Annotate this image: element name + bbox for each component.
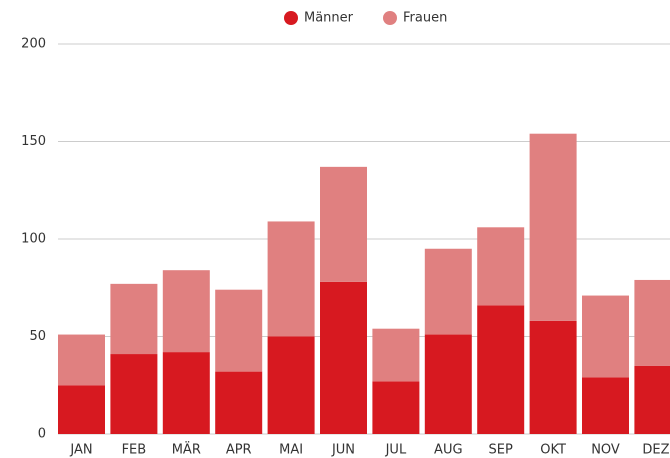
bar-segment [634,365,670,434]
bar-segment [267,336,315,434]
bar-segment [424,248,472,335]
bar-segment [320,166,367,282]
legend-label: Männer [304,11,354,26]
y-tick-label: 50 [29,329,46,344]
bar-segment [582,377,629,434]
x-tick-label: NOV [591,443,620,458]
x-tick-label: JAN [69,443,92,458]
bar-segment [477,305,525,434]
x-tick-label: APR [226,443,252,458]
bar-segment [267,221,315,337]
x-tick-label: JUL [385,443,407,458]
y-tick-label: 0 [38,427,46,442]
x-tick-label: OKT [540,443,566,458]
bar-segment [582,295,629,378]
legend-label: Frauen [403,11,447,26]
y-tick-label: 150 [21,134,46,149]
bar-segment [320,281,367,434]
bar-segment [215,289,263,372]
y-tick-label: 100 [21,232,46,247]
x-tick-label: MÄR [172,442,201,458]
bar-segment [529,133,577,321]
bar-segment [215,371,263,434]
bar-segment [372,381,420,434]
bar-segment [372,328,420,382]
x-tick-label: AUG [434,443,462,458]
bar-segment [58,334,105,386]
bar-segment [110,354,158,434]
y-tick-label: 200 [21,37,46,52]
x-tick-label: FEB [122,443,147,458]
x-tick-label: SEP [489,443,513,458]
legend-swatch [383,11,397,25]
bar-segment [58,385,105,434]
bar-segment [477,227,525,306]
bar-segment [424,334,472,434]
bar-segment [162,352,210,434]
legend-swatch [284,11,298,25]
x-tick-label: MAI [279,443,303,458]
bar-segment [529,320,577,434]
bar-segment [110,283,158,355]
x-tick-label: DEZ [642,443,669,458]
bar-segment [162,270,210,353]
bar-segment [634,279,670,366]
x-tick-label: JUN [331,443,355,458]
